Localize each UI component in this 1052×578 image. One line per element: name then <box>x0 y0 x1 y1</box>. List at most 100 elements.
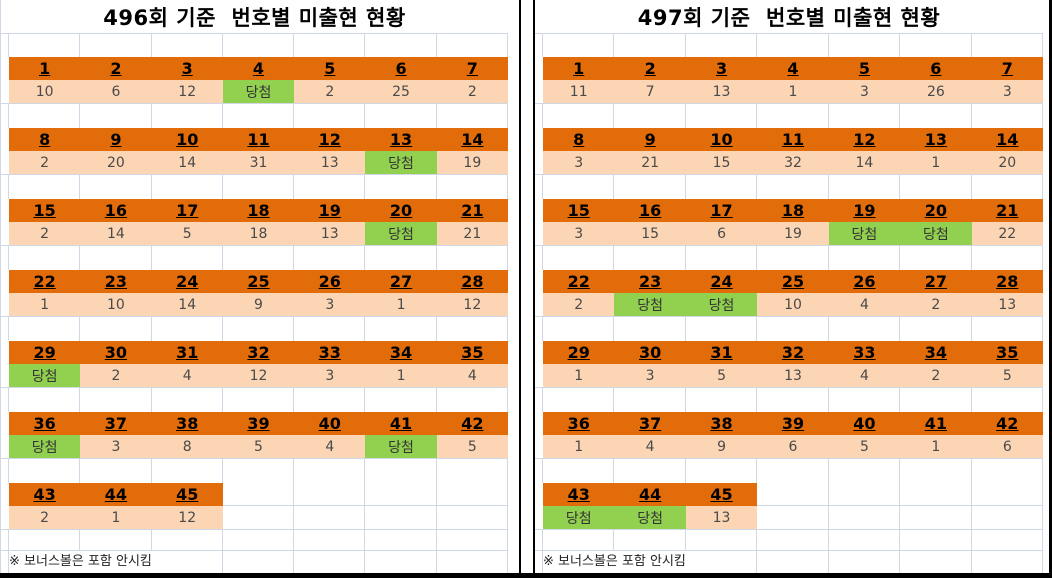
count-cell: 31 <box>222 151 295 174</box>
blank-cell <box>686 459 758 483</box>
blank-cell <box>543 104 615 128</box>
number-cell: 21 <box>436 199 508 222</box>
spacer-row <box>1 103 508 128</box>
count-cell: 14 <box>151 293 223 316</box>
spacer-row <box>1 316 508 341</box>
count-cell: 19 <box>436 151 508 174</box>
blank-cell <box>437 175 508 199</box>
blank-cell <box>223 388 295 412</box>
count-cell: 12 <box>151 80 223 103</box>
blank-cell <box>900 34 972 57</box>
blank-cell <box>80 317 152 341</box>
count-cell: 12 <box>436 293 508 316</box>
count-cell: 6 <box>685 222 758 245</box>
blank-cell <box>900 459 972 483</box>
blank-cell <box>9 104 81 128</box>
blank-cell <box>437 34 508 57</box>
number-cell: 2 <box>614 57 686 80</box>
number-cell: 36 <box>543 412 615 435</box>
blank-cell <box>757 459 829 483</box>
spacer-row <box>1 458 508 483</box>
count-cell: 2 <box>900 364 972 387</box>
blank-cell <box>757 388 829 412</box>
number-cell: 40 <box>294 412 366 435</box>
number-cell: 9 <box>614 128 686 151</box>
spacer-cell <box>1 34 9 57</box>
spacer-cell <box>535 293 543 316</box>
blank-cell <box>686 317 758 341</box>
blank-cell <box>972 317 1043 341</box>
count-cell: 6 <box>757 435 829 458</box>
number-cell: 1 <box>9 57 81 80</box>
number-cell: 42 <box>436 412 508 435</box>
count-row: 10 6 12 당첨 2 25 2 <box>1 80 508 103</box>
blank-cell <box>900 246 972 270</box>
number-cell: 45 <box>151 483 223 506</box>
number-header-row: 36 37 38 39 40 41 42 <box>1 412 508 435</box>
number-cell: 24 <box>151 270 223 293</box>
count-row: 1 3 5 13 4 2 5 <box>535 364 1043 387</box>
count-cell: 1 <box>900 151 972 174</box>
spacer-cell <box>535 57 543 80</box>
blank-cell <box>80 246 152 270</box>
blank-cell <box>829 551 901 573</box>
number-cell: 16 <box>80 199 152 222</box>
count-cell: 5 <box>828 435 901 458</box>
count-cell: 4 <box>151 364 223 387</box>
number-cell: 39 <box>222 412 295 435</box>
blank-cell <box>614 34 686 57</box>
count-cell: 3 <box>971 80 1043 103</box>
blank-cell <box>900 483 972 506</box>
blank-cell <box>80 530 152 550</box>
number-header-row: 22 23 24 25 26 27 28 <box>535 270 1043 293</box>
number-cell: 40 <box>828 412 901 435</box>
number-cell: 41 <box>900 412 972 435</box>
number-cell: 34 <box>900 341 972 364</box>
spacer-cell <box>1 270 9 293</box>
count-cell: 19 <box>757 222 829 245</box>
blank-cell <box>294 175 366 199</box>
count-row: 1 10 14 9 3 1 12 <box>1 293 508 316</box>
spacer-cell <box>535 270 543 293</box>
count-row: 2 20 14 31 13 당첨 19 <box>1 151 508 174</box>
number-cell: 7 <box>436 57 508 80</box>
blank-cell <box>152 551 223 573</box>
number-cell: 28 <box>971 270 1043 293</box>
number-cell: 8 <box>9 128 81 151</box>
blank-cell <box>829 388 901 412</box>
spacer-cell <box>1 57 9 80</box>
spacer-cell <box>535 483 543 506</box>
blank-cell <box>614 459 686 483</box>
blank-cell <box>152 104 223 128</box>
spacer-cell <box>535 317 543 341</box>
win-cell: 당첨 <box>543 506 615 529</box>
count-cell: 3 <box>543 222 615 245</box>
number-cell: 4 <box>222 57 295 80</box>
count-cell: 1 <box>365 293 437 316</box>
blank-cell <box>829 506 901 529</box>
count-row: 3 15 6 19 당첨 당첨 22 <box>535 222 1043 245</box>
table-round-497: 497회 기준 번호별 미출현 현황 1 2 3 4 5 6 7 11 7 13 1 3 26 3 8 9 10… <box>533 0 1052 573</box>
spacer-cell <box>535 459 543 483</box>
spacer-row <box>535 174 1043 199</box>
blank-cell <box>543 317 615 341</box>
count-cell: 13 <box>685 506 758 529</box>
blank-cell <box>757 175 829 199</box>
spacer-row <box>1 174 508 199</box>
blank-cell <box>686 34 758 57</box>
blank-cell <box>294 530 366 550</box>
spacer-row <box>535 458 1043 483</box>
number-cell: 16 <box>614 199 686 222</box>
blank-cell <box>757 530 829 550</box>
spacer-cell <box>1 412 9 435</box>
blank-cell <box>152 530 223 550</box>
blank-cell <box>294 388 366 412</box>
spacer-cell <box>1 530 9 550</box>
number-cell: 6 <box>365 57 437 80</box>
spacer-cell <box>1 388 9 412</box>
number-header-row: 43 44 45 <box>1 483 508 506</box>
blank-cell <box>365 506 437 529</box>
number-cell: 19 <box>828 199 901 222</box>
